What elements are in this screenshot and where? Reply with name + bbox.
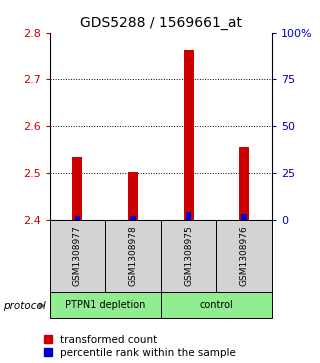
Text: PTPN1 depletion: PTPN1 depletion	[65, 300, 145, 310]
Text: GSM1308978: GSM1308978	[129, 225, 138, 286]
Bar	[128, 172, 138, 220]
Legend: transformed count, percentile rank within the sample: transformed count, percentile rank withi…	[44, 335, 236, 358]
Text: control: control	[200, 300, 233, 310]
Bar	[186, 212, 191, 220]
Bar	[161, 292, 272, 318]
Bar	[130, 216, 136, 220]
Text: GSM1308977: GSM1308977	[73, 225, 82, 286]
Bar	[239, 147, 249, 220]
Text: protocol: protocol	[3, 301, 46, 311]
Bar	[50, 292, 161, 318]
Text: GSM1308975: GSM1308975	[184, 225, 193, 286]
Title: GDS5288 / 1569661_at: GDS5288 / 1569661_at	[80, 16, 242, 30]
Bar	[184, 50, 194, 220]
Text: GSM1308976: GSM1308976	[240, 225, 249, 286]
Bar	[105, 220, 161, 292]
Bar	[72, 156, 83, 220]
Bar	[216, 220, 272, 292]
Bar	[241, 214, 247, 220]
Bar	[161, 220, 216, 292]
Bar	[75, 216, 80, 220]
Bar	[50, 220, 105, 292]
